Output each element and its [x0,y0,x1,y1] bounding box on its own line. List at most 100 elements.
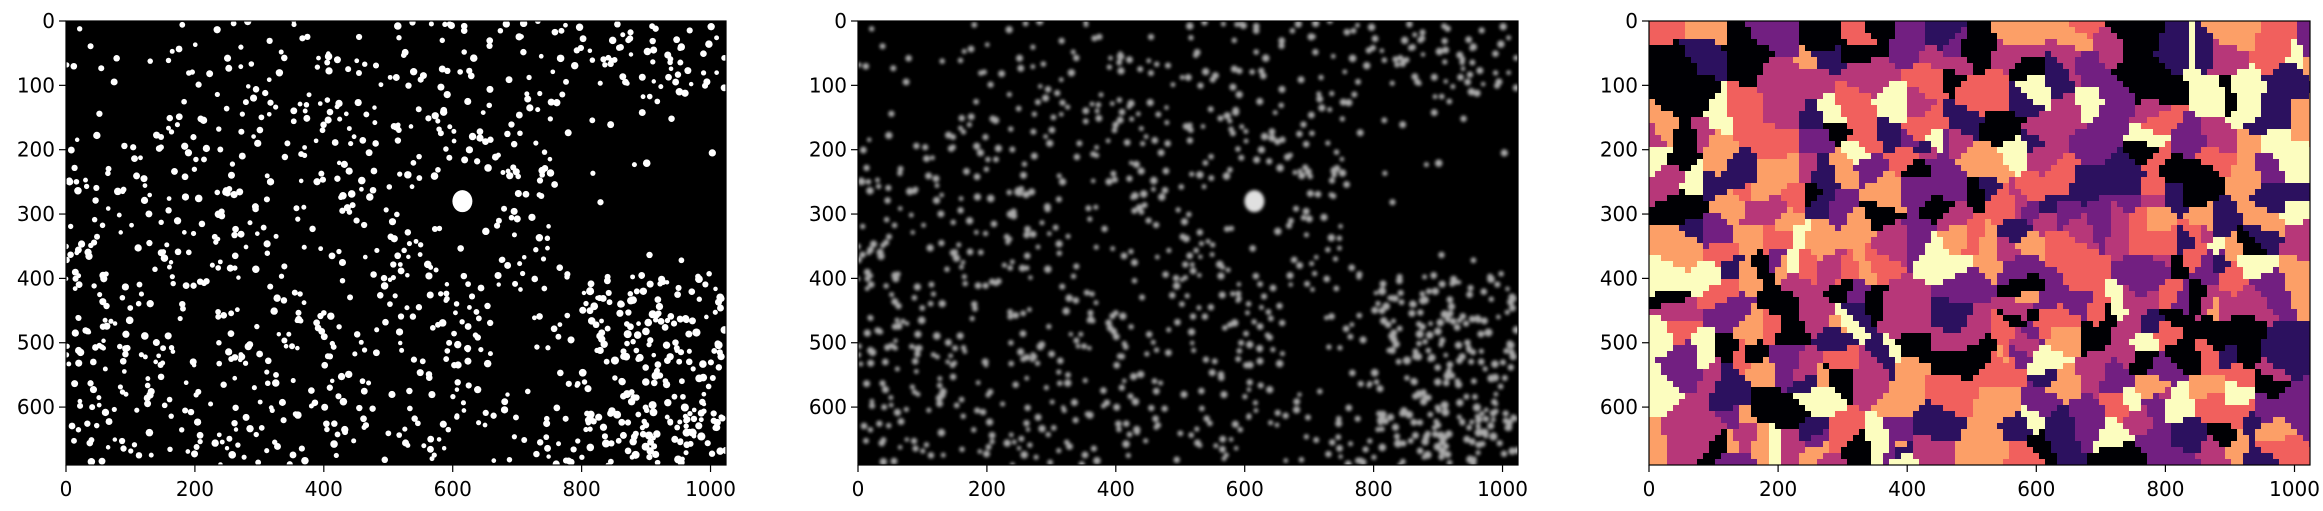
spot [909,343,915,350]
spot [541,149,548,155]
spot [425,272,433,280]
spot [701,391,707,397]
spot [1087,309,1094,316]
spot [1335,434,1342,441]
spot [213,26,221,34]
spot [526,74,532,81]
spot [557,322,563,327]
spot [599,423,608,431]
spot [698,417,704,423]
spot [1164,120,1170,126]
spot [482,422,488,428]
spot [1065,104,1071,110]
spot [252,86,260,93]
spot [1416,447,1424,455]
spot [1373,290,1379,296]
spot [866,137,872,143]
y-tick-label: 300 [809,202,847,226]
spot [1238,21,1245,28]
spot [532,315,537,321]
spot [1399,121,1407,129]
spot [1483,407,1489,413]
spot [897,418,905,426]
spot [944,266,950,273]
spot [675,284,682,291]
spot [101,338,106,344]
spot [1469,439,1476,446]
spot [1399,410,1406,417]
spot [146,391,154,399]
spot [1474,428,1483,437]
spot [1344,460,1352,465]
spot [484,164,492,172]
x-tick-label: 800 [2146,477,2184,501]
spot [967,113,975,121]
spot [140,196,149,205]
spot [184,149,193,157]
spot [575,438,581,444]
spot [891,222,898,229]
spot [1056,380,1063,387]
spot [1147,70,1154,77]
spot [606,299,613,306]
spot [665,73,672,81]
spot [161,402,168,409]
spot [1125,452,1131,459]
spot [539,172,546,178]
spot [1089,101,1095,107]
spot [1406,21,1413,28]
spot [1313,254,1319,260]
spot [372,120,378,126]
spot [216,432,222,438]
spot [638,272,646,279]
x-tick-label: 0 [1643,477,1656,501]
spot [68,422,76,430]
spot [227,330,235,337]
spot [138,155,143,161]
spot [1059,283,1066,290]
spot [1466,291,1473,298]
spot [1328,439,1336,446]
spot [1118,108,1126,116]
spot [519,270,526,277]
spot [71,268,79,276]
y-tick-label: 500 [1600,331,1638,355]
spot [1480,288,1488,296]
spot [535,107,541,113]
spot [497,27,504,34]
spot [579,306,587,314]
spot [1288,282,1293,287]
spot [1318,104,1326,112]
spot [1023,419,1030,427]
spot [1278,37,1286,44]
spot [692,328,701,337]
spot [1046,231,1052,236]
spot [712,309,718,315]
spot [505,76,513,84]
spot [1510,414,1517,421]
spot [677,45,683,51]
spot [1046,139,1054,147]
spot [1414,352,1423,361]
spot [555,333,562,340]
spot [936,382,943,389]
spot [1438,251,1445,259]
spot [1506,35,1512,41]
spot [587,410,595,419]
spot [890,457,898,465]
spot [66,352,70,358]
spot [972,305,978,312]
spot [129,222,134,228]
spot [934,183,940,188]
spot [483,359,492,368]
spot [1500,450,1508,457]
spot [153,359,159,365]
spot [83,177,88,183]
spot [1414,78,1421,86]
spot [1333,149,1340,155]
spot [1256,97,1264,105]
spot [1446,98,1453,105]
spot [1303,434,1309,440]
spot [438,65,446,73]
